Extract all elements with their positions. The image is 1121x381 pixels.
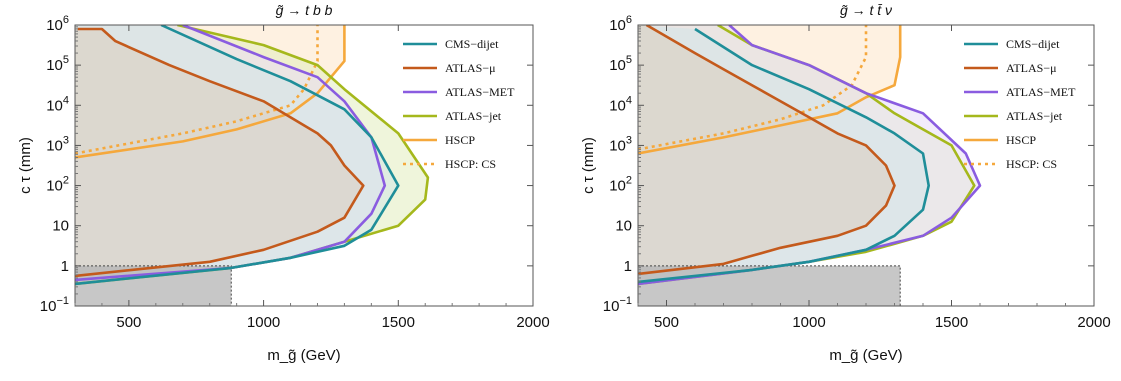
x-tick-label: 2000 xyxy=(516,314,549,331)
legend-label: HSCP: CS xyxy=(1006,157,1057,171)
chart-title: g̃ → t b b xyxy=(276,2,333,18)
series-line-cms-dijet xyxy=(75,25,400,286)
x-axis-label: m_g̃ (GeV) xyxy=(267,347,340,364)
series-line-hscp-cs xyxy=(638,25,868,151)
legend: CMS−dijet ATLAS−μ ATLAS−MET ATLAS−jet HSCP HS… xyxy=(403,37,515,171)
y-tick-label: 10−1 xyxy=(40,295,69,315)
y-tick-label: 10 xyxy=(615,218,632,235)
plot-area xyxy=(638,25,982,306)
legend-label: ATLAS−jet xyxy=(1006,109,1063,123)
plot-frame xyxy=(74,24,534,307)
y-axis-label: c τ (mm) xyxy=(580,137,597,194)
y-tick-label: 106 xyxy=(46,14,69,34)
plot-area xyxy=(75,25,430,306)
legend-label: CMS−dijet xyxy=(445,37,499,51)
y-tick-label: 1 xyxy=(624,258,632,275)
x-tick-label: 1000 xyxy=(247,314,280,331)
legend-label: ATLAS−jet xyxy=(445,109,502,123)
x-tick-label: 2000 xyxy=(1077,314,1110,331)
y-tick-label: 104 xyxy=(609,94,632,114)
y-tick-label: 103 xyxy=(609,134,632,154)
legend-label: ATLAS−MET xyxy=(445,85,515,99)
region-cms-dijet xyxy=(638,25,929,306)
legend: CMS−dijet ATLAS−μ ATLAS−MET ATLAS−jet HSCP HS… xyxy=(964,37,1076,171)
chart-panel-2: 500 1000 1500 2000 10−1 1 10 102 103 104 105 106 g̃ … xyxy=(580,2,1111,364)
series-line-hscp-cs xyxy=(75,25,319,155)
legend-label: CMS−dijet xyxy=(1006,37,1060,51)
prompt-decay-excluded-box xyxy=(75,265,232,306)
y-tick-label: 106 xyxy=(609,14,632,34)
series-line-hscp xyxy=(75,25,346,159)
prompt-decay-excluded-box xyxy=(638,265,901,306)
y-tick-label: 102 xyxy=(46,175,69,195)
region-cms-dijet xyxy=(75,25,399,306)
y-tick-label: 103 xyxy=(46,134,69,154)
series-line-atlas- xyxy=(638,25,896,276)
region-atlas- xyxy=(638,25,895,306)
legend-label: ATLAS−μ xyxy=(1006,61,1057,75)
legend-label: HSCP xyxy=(445,133,475,147)
y-tick-label: 10−1 xyxy=(603,295,632,315)
y-tick-label: 105 xyxy=(609,54,632,74)
x-axis-label: m_g̃ (GeV) xyxy=(829,347,902,364)
series-line-atlas- xyxy=(75,27,365,278)
region-atlas- xyxy=(75,25,364,306)
y-axis-label: c τ (mm) xyxy=(17,137,34,194)
legend-label: ATLAS−MET xyxy=(1006,85,1076,99)
chart-panel-1: 500 1000 1500 2000 10−1 1 10 102 103 104 105 106 g̃ … xyxy=(17,2,550,364)
series-line-cms-dijet xyxy=(638,27,931,284)
x-tick-label: 1500 xyxy=(382,314,415,331)
y-tick-label: 104 xyxy=(46,94,69,114)
chart-title: g̃ → t t̄ ν xyxy=(840,2,892,18)
x-tick-label: 500 xyxy=(654,314,679,331)
x-tick-label: 500 xyxy=(116,314,141,331)
y-tick-label: 1 xyxy=(61,258,69,275)
y-tick-label: 102 xyxy=(609,175,632,195)
x-tick-label: 1500 xyxy=(935,314,968,331)
legend-label: ATLAS−μ xyxy=(445,61,496,75)
x-tick-label: 1000 xyxy=(792,314,825,331)
y-tick-label: 105 xyxy=(46,54,69,74)
y-tick-label: 10 xyxy=(52,218,69,235)
series-line-hscp xyxy=(638,25,902,155)
legend-label: HSCP xyxy=(1006,133,1036,147)
legend-label: HSCP: CS xyxy=(445,157,496,171)
